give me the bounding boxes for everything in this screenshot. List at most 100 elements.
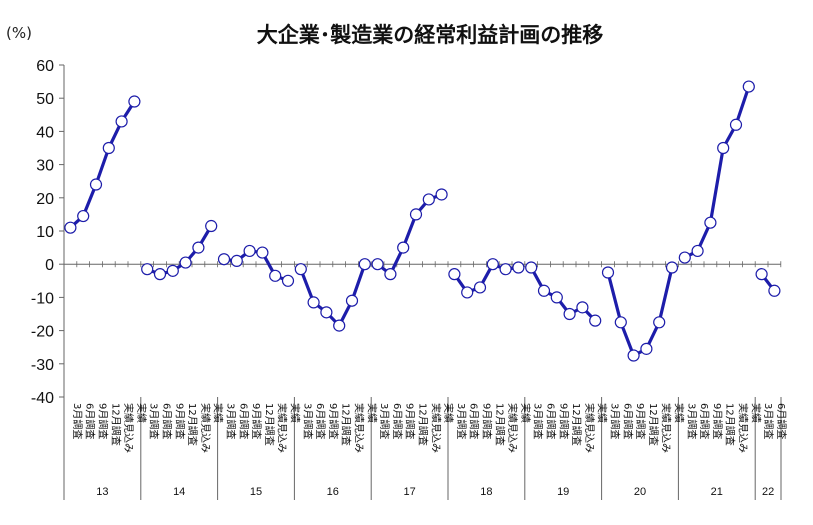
data-point [307,296,320,309]
category-label: 3月調査 [609,403,622,439]
data-point [640,342,653,355]
category-label: 実績 [365,403,378,423]
data-point [179,256,192,269]
data-point [422,193,435,206]
year-label: 13 [96,486,108,498]
data-point [665,261,679,274]
category-label: 12月調査 [493,403,506,446]
year-label: 19 [557,486,569,498]
data-point [397,241,410,254]
data-point [141,263,154,276]
data-point [473,281,487,294]
data-point [550,291,563,304]
category-label: 9月調査 [250,403,263,439]
category-label: 3月調査 [532,403,545,439]
y-tick-label: -30 [31,357,54,374]
data-point [486,258,499,271]
category-label: 実績 [212,403,225,423]
data-point [230,254,243,267]
data-point [448,268,461,281]
category-label: 9月調査 [711,403,724,439]
category-label: 実績見込み [276,403,289,453]
category-label: 実績 [519,403,532,423]
data-point [717,141,730,155]
data-point [576,301,589,314]
category-label: 実績見込み [506,403,519,453]
data-point [601,266,615,279]
category-label: 3月調査 [71,403,84,439]
data-point [345,294,359,307]
y-axis-unit-label: (%) [6,24,32,42]
year-label: 20 [634,486,646,498]
data-point [755,268,768,281]
category-label: 9月調査 [481,403,494,439]
data-point [678,251,691,264]
data-point [320,306,333,319]
data-point [256,246,269,259]
year-label: 16 [327,486,339,498]
y-tick-label: 30 [36,158,54,175]
category-label: 6月調査 [391,403,404,439]
series-line-20 [606,267,674,358]
year-label: 21 [711,486,723,498]
data-point [614,316,627,329]
category-label: 実績 [596,403,609,423]
category-label: 6月調査 [621,403,634,439]
data-point [205,219,218,233]
data-point [537,284,551,297]
y-tick-label: 60 [36,58,54,75]
category-label: 実績 [673,403,686,423]
data-point [269,269,282,282]
category-label: 9月調査 [557,403,570,439]
category-label: 12月調査 [109,403,122,446]
category-label: 3月調査 [225,403,238,439]
category-label: 実績見込み [199,403,212,453]
category-label: 12月調査 [340,403,353,446]
y-tick-label: -20 [31,324,54,341]
data-point [499,263,512,276]
data-point [589,314,602,327]
category-label: 6月調査 [237,403,250,439]
data-point [333,319,346,332]
year-label: 17 [403,486,415,498]
data-point [461,286,474,299]
category-label: 3月調査 [148,403,161,439]
data-point [192,241,205,254]
data-point [371,258,384,271]
y-tick-label: 20 [36,191,54,208]
data-point [77,209,90,223]
category-label: 3月調査 [455,403,468,439]
data-point [525,261,538,274]
category-label: 3月調査 [378,403,391,439]
data-point [409,208,423,221]
category-label: 3月調査 [301,403,314,439]
data-point [691,244,704,258]
data-point [89,178,103,191]
y-tick-label: -10 [31,290,54,307]
category-label: 実績 [749,403,762,423]
y-axis: 60 50 40 30 20 10 0 -10 -20 -30 -40 [31,58,65,407]
category-label: 6月調査 [84,403,97,439]
category-label: 3月調査 [685,403,698,439]
category-label: 9月調査 [327,403,340,439]
category-label: 12月調査 [263,403,276,446]
category-label: 6月調査 [161,403,174,439]
category-label: 6月調査 [775,403,788,439]
y-tick-label: 10 [36,224,54,241]
category-label: 9月調査 [404,403,417,439]
category-label: 6月調査 [698,403,711,439]
data-point [742,80,755,93]
category-label: 6月調査 [545,403,558,439]
data-point [153,268,167,281]
data-point [435,188,448,201]
category-label: 6月調査 [468,403,481,439]
y-tick-label: 0 [45,257,54,274]
category-label: 9月調査 [97,403,110,439]
year-label: 15 [250,486,262,498]
data-point [563,307,576,321]
chart-title: 大企業･製造業の経常利益計画の推移 [257,23,604,47]
y-tick-label: 50 [36,91,54,108]
data-point [294,263,307,276]
